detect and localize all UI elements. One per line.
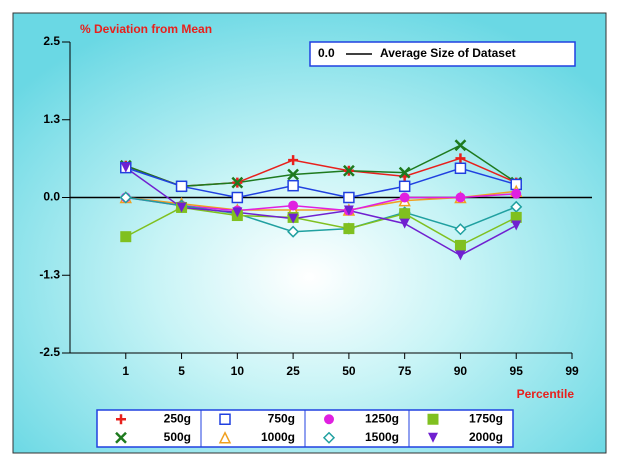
marker xyxy=(288,213,299,224)
marker xyxy=(287,225,300,238)
legend-label: 1500g xyxy=(365,430,399,444)
marker xyxy=(343,223,355,235)
marker xyxy=(287,179,299,192)
y-axis-label: % Deviation from Mean xyxy=(80,22,212,36)
marker xyxy=(511,188,522,199)
marker xyxy=(511,220,522,231)
marker xyxy=(343,164,355,177)
marker xyxy=(288,155,299,166)
marker xyxy=(343,205,354,216)
marker xyxy=(287,168,299,181)
marker xyxy=(218,431,232,444)
marker xyxy=(427,413,439,425)
marker xyxy=(231,191,244,204)
legend-label: 500g xyxy=(164,430,191,444)
marker xyxy=(455,250,466,261)
marker xyxy=(398,166,411,179)
marker xyxy=(288,200,299,211)
marker xyxy=(398,180,411,193)
marker xyxy=(399,218,410,229)
marker xyxy=(399,192,410,203)
marker xyxy=(454,162,467,175)
reference-label: Average Size of Dataset xyxy=(380,46,516,60)
x-axis-label: Percentile xyxy=(517,387,575,401)
legend-label: 1250g xyxy=(365,411,399,425)
reference-value-label: 0.0 xyxy=(318,46,335,60)
marker xyxy=(120,231,132,243)
marker xyxy=(454,239,466,251)
x-tick-label: 90 xyxy=(454,364,468,378)
x-tick-label: 95 xyxy=(510,364,524,378)
y-tick-label: 0.0 xyxy=(43,190,60,204)
chart-background xyxy=(12,12,607,454)
marker xyxy=(399,208,411,220)
marker xyxy=(343,191,355,204)
marker xyxy=(455,153,466,164)
marker xyxy=(454,223,467,236)
x-tick-label: 75 xyxy=(398,364,412,378)
series-line xyxy=(125,167,517,257)
marker xyxy=(510,200,523,213)
x-tick-label: 25 xyxy=(286,364,300,378)
series-line xyxy=(125,196,517,233)
marker xyxy=(219,413,231,425)
x-tick-label: 50 xyxy=(342,364,356,378)
x-tick-label: 99 xyxy=(565,364,579,378)
y-tick-label: 2.5 xyxy=(43,34,60,48)
marker xyxy=(454,139,467,152)
series-line xyxy=(125,144,517,188)
y-tick-label: -2.5 xyxy=(39,345,60,359)
y-tick-label: -1.3 xyxy=(39,267,60,281)
y-tick-label: 1.3 xyxy=(43,112,60,126)
marker xyxy=(120,162,131,173)
x-tick-label: 10 xyxy=(231,364,245,378)
marker xyxy=(115,431,127,444)
marker xyxy=(231,176,244,189)
legend-label: 1000g xyxy=(261,430,295,444)
legend-label: 1750g xyxy=(469,411,503,425)
marker xyxy=(324,414,334,425)
marker xyxy=(116,414,126,425)
marker xyxy=(322,431,336,444)
marker xyxy=(119,191,132,204)
marker xyxy=(176,202,187,213)
marker xyxy=(455,192,466,203)
x-tick-label: 1 xyxy=(122,364,129,378)
series-line xyxy=(125,166,517,199)
legend-label: 250g xyxy=(164,411,191,425)
marker xyxy=(175,180,188,193)
legend-label: 750g xyxy=(268,411,295,425)
marker xyxy=(428,432,438,443)
marker xyxy=(232,207,243,218)
x-tick-label: 5 xyxy=(178,364,185,378)
legend-label: 2000g xyxy=(469,430,503,444)
